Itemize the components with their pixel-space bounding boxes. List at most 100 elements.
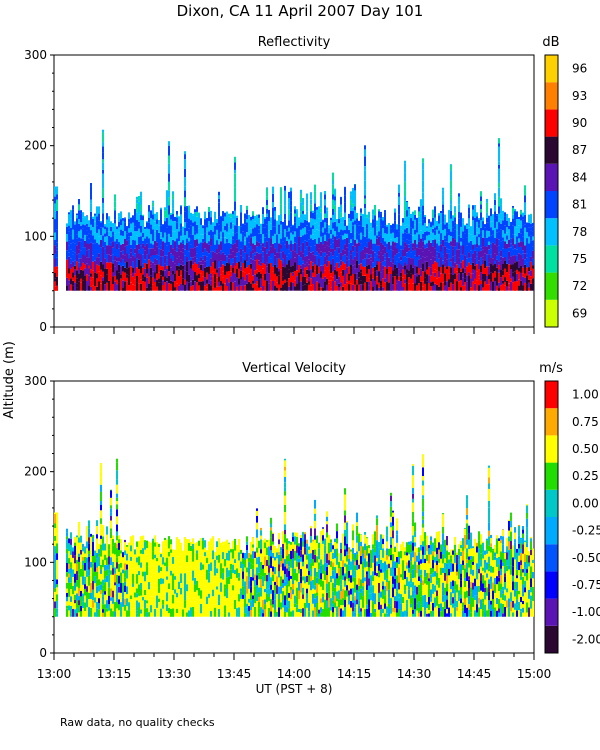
- heatmap-cell: [338, 276, 340, 284]
- heatmap-cell: [300, 546, 302, 551]
- heatmap-cell: [214, 607, 216, 617]
- heatmap-cell: [128, 212, 130, 219]
- heatmap-cell: [292, 568, 294, 572]
- heatmap-cell: [372, 267, 374, 273]
- heatmap-cell: [84, 264, 86, 269]
- heatmap-cell: [402, 218, 404, 223]
- heatmap-cell: [162, 285, 164, 291]
- heatmap-cell: [148, 268, 150, 277]
- heatmap-cell: [168, 600, 170, 608]
- heatmap-cell: [158, 602, 160, 609]
- heatmap-cell: [222, 605, 224, 613]
- heatmap-cell: [192, 215, 194, 223]
- heatmap-cell: [94, 260, 96, 264]
- heatmap-cell: [228, 563, 230, 571]
- heatmap-cell: [374, 280, 376, 291]
- heatmap-cell: [162, 604, 164, 609]
- heatmap-cell: [230, 559, 232, 564]
- heatmap-cell: [186, 215, 188, 223]
- heatmap-cell: [286, 241, 288, 249]
- heatmap-cell: [70, 538, 72, 545]
- heatmap-cell: [254, 270, 256, 275]
- heatmap-cell: [380, 272, 382, 281]
- heatmap-cell: [186, 584, 188, 592]
- heatmap-cell: [520, 214, 522, 221]
- heatmap-cell: [142, 263, 144, 268]
- heatmap-cell: [142, 237, 144, 241]
- heatmap-cell: [242, 263, 244, 272]
- heatmap-cell: [184, 559, 186, 567]
- heatmap-cell: [106, 268, 108, 275]
- heatmap-cell: [110, 547, 112, 558]
- heatmap-cell: [192, 252, 194, 258]
- heatmap-cell: [412, 243, 414, 248]
- heatmap-cell: [218, 198, 220, 203]
- heatmap-cell: [450, 261, 452, 268]
- heatmap-cell: [238, 239, 240, 246]
- heatmap-cell: [98, 571, 100, 580]
- heatmap-cell: [332, 566, 334, 571]
- heatmap-cell: [294, 216, 296, 223]
- heatmap-cell: [450, 200, 452, 205]
- heatmap-cell: [398, 276, 400, 281]
- heatmap-cell: [300, 189, 302, 194]
- heatmap-cell: [240, 285, 242, 291]
- heatmap-cell: [348, 266, 350, 274]
- heatmap-cell: [214, 552, 216, 557]
- heatmap-cell: [398, 196, 400, 205]
- heatmap-cell: [216, 586, 218, 590]
- heatmap-cell: [454, 225, 456, 230]
- heatmap-cell: [394, 276, 396, 284]
- heatmap-cell: [228, 282, 230, 291]
- heatmap-cell: [226, 262, 228, 272]
- heatmap-cell: [302, 587, 304, 595]
- heatmap-cell: [418, 283, 420, 291]
- heatmap-cell: [154, 213, 156, 217]
- heatmap-cell: [88, 520, 90, 529]
- heatmap-cell: [406, 227, 408, 234]
- heatmap-cell: [526, 257, 528, 263]
- heatmap-cell: [156, 273, 158, 281]
- heatmap-cell: [180, 583, 182, 588]
- heatmap-cell: [164, 207, 166, 211]
- heatmap-cell: [74, 545, 76, 556]
- heatmap-cell: [186, 571, 188, 579]
- heatmap-cell: [116, 535, 118, 541]
- heatmap-cell: [88, 249, 90, 258]
- heatmap-cell: [138, 549, 140, 557]
- heatmap-cell: [122, 582, 124, 593]
- heatmap-cell: [136, 254, 138, 259]
- heatmap-cell: [492, 225, 494, 231]
- heatmap-cell: [282, 543, 284, 549]
- heatmap-cell: [134, 580, 136, 589]
- heatmap-cell: [102, 169, 104, 174]
- heatmap-cell: [68, 577, 70, 583]
- heatmap-cell: [202, 228, 204, 235]
- heatmap-cell: [242, 276, 244, 286]
- heatmap-cell: [382, 237, 384, 245]
- heatmap-cell: [498, 187, 500, 197]
- heatmap-cell: [384, 212, 386, 221]
- heatmap-cell: [126, 560, 128, 565]
- heatmap-cell: [104, 604, 106, 609]
- heatmap-cell: [308, 243, 310, 247]
- heatmap-cell: [380, 218, 382, 226]
- heatmap-cell: [382, 244, 384, 250]
- heatmap-cell: [438, 271, 440, 278]
- heatmap-cell: [224, 274, 226, 284]
- heatmap-cell: [172, 221, 174, 231]
- heatmap-cell: [368, 232, 370, 239]
- heatmap-cell: [116, 531, 118, 536]
- heatmap-cell: [96, 216, 98, 226]
- heatmap-cell: [146, 548, 148, 555]
- heatmap-cell: [332, 271, 334, 278]
- heatmap-cell: [254, 260, 256, 271]
- heatmap-cell: [234, 563, 236, 570]
- heatmap-cell: [424, 261, 426, 272]
- heatmap-cell: [434, 261, 436, 270]
- heatmap-cell: [254, 551, 256, 558]
- heatmap-cell: [240, 572, 242, 579]
- heatmap-cell: [242, 250, 244, 258]
- x-axis-label: UT (PST + 8): [256, 682, 333, 696]
- heatmap-cell: [438, 233, 440, 241]
